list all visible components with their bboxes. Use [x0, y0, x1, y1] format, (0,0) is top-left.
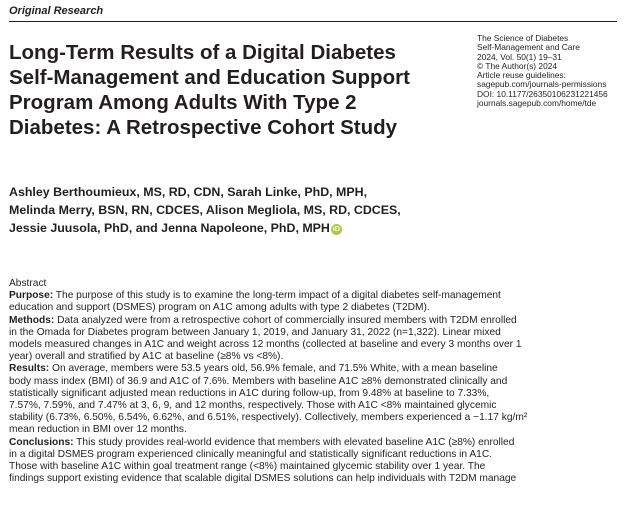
conclusions-text: This study provides real-world evidence … — [73, 436, 515, 448]
author-line: Ashley Berthoumieux, MS, RD, CDN, Sarah … — [9, 185, 368, 199]
journal-name-line: Self-Management and Care — [477, 42, 580, 53]
abstract-line: in a digital DSMES program experienced c… — [9, 448, 493, 460]
abstract-line: Results: On average, members were 53.5 y… — [9, 363, 621, 375]
abstract-line: education and support (DSMES) program on… — [9, 302, 430, 314]
journal-home-link[interactable]: journals.sagepub.com/home/tde — [477, 98, 597, 109]
title-line: Program Among Adults With Type 2 — [9, 91, 357, 114]
article-title: Long-Term Results of a Digital Diabetes … — [9, 40, 459, 140]
title-line: Self-Management and Education Support — [9, 66, 410, 89]
author-line-text: Jessie Juusola, PhD, and Jenna Napoleone… — [9, 220, 330, 235]
copyright: © The Author(s) 2024 — [477, 60, 558, 71]
doi-link[interactable]: DOI: 10.1177/26350106231221456 — [477, 88, 608, 99]
reuse-guidelines-label: Article reuse guidelines: — [477, 70, 566, 81]
journal-name-line: The Science of Diabetes — [477, 33, 569, 43]
methods-text: Data analyzed were from a retrospective … — [54, 314, 517, 326]
abstract-line: Purpose: The purpose of this study is to… — [9, 290, 621, 302]
header-rule — [9, 21, 617, 22]
abstract-line: Methods: Data analyzed were from a retro… — [9, 315, 621, 327]
abstract-line: mean reduction in BMI over 12 months. — [9, 424, 187, 436]
results-label: Results: — [9, 363, 50, 375]
abstract-line: year) overall and stratified by A1C at b… — [9, 351, 284, 363]
abstract-line: in the Omada for Diabetes program betwee… — [9, 326, 501, 338]
journal-meta: The Science of Diabetes Self-Management … — [477, 33, 622, 109]
orcid-icon[interactable]: iD — [330, 223, 342, 235]
conclusions-label: Conclusions: — [9, 436, 74, 448]
results-text: On average, members were 53.5 years old,… — [49, 363, 498, 375]
author-list: Ashley Berthoumieux, MS, RD, CDN, Sarah … — [9, 184, 509, 237]
author-line-last: Jessie Juusola, PhD, and Jenna Napoleone… — [9, 220, 509, 238]
purpose-label: Purpose: — [9, 290, 54, 302]
abstract: Abstract Purpose: The purpose of this st… — [9, 278, 621, 485]
section-label: Original Research — [9, 5, 104, 17]
author-line: Melinda Merry, BSN, RN, CDCES, Alison Me… — [9, 202, 401, 217]
abstract-line: Conclusions: This study provides real-wo… — [9, 437, 621, 449]
abstract-line: body mass index (BMI) of 36.9 and A1C of… — [9, 375, 508, 387]
title-line: Long-Term Results of a Digital Diabetes — [9, 41, 396, 64]
abstract-line: Those with baseline A1C within goal trea… — [9, 461, 486, 473]
abstract-line: models measured changes in A1C and weigh… — [9, 339, 522, 351]
abstract-line: statistically significant adjusted mean … — [9, 387, 490, 399]
permissions-link[interactable]: sagepub.com/journals-permissions — [477, 79, 607, 90]
journal-volume: 2024, Vol. 50(1) 19–31 — [477, 51, 562, 62]
methods-label: Methods: — [9, 314, 55, 326]
abstract-line: 7.57%, 7.59%, and 7.47% at 3, 6, 9, and … — [9, 400, 497, 412]
title-line: Diabetes: A Retrospective Cohort Study — [9, 116, 398, 139]
abstract-heading: Abstract — [9, 278, 47, 289]
purpose-text: The purpose of this study is to examine … — [53, 290, 501, 302]
abstract-line: findings support existing evidence that … — [9, 473, 517, 485]
abstract-line: stability (6.73%, 6.50%, 6.54%, 6.62%, a… — [9, 412, 528, 424]
